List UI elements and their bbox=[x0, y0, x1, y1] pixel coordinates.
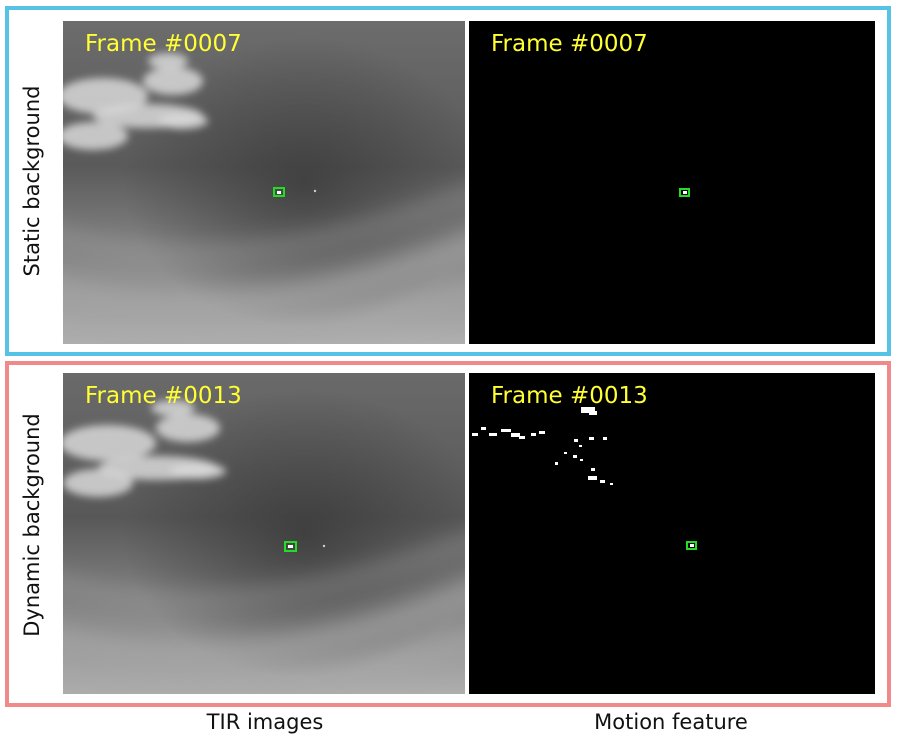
row-label-static: Static background bbox=[20, 85, 44, 277]
motion-feature-dynamic bbox=[469, 373, 875, 694]
tir-image-dynamic bbox=[63, 373, 465, 694]
frame-label-motion-static: Frame #0007 bbox=[491, 31, 648, 57]
column-caption-tir: TIR images bbox=[206, 710, 324, 734]
frame-label-motion-dynamic: Frame #0013 bbox=[491, 383, 648, 409]
frame-label-tir-dynamic: Frame #0013 bbox=[85, 383, 242, 409]
row-label-dynamic: Dynamic background bbox=[20, 413, 44, 637]
dynamic-background-frame bbox=[5, 361, 891, 707]
column-caption-motion: Motion feature bbox=[594, 710, 748, 734]
frame-label-tir-static: Frame #0007 bbox=[85, 31, 242, 57]
tir-image-static bbox=[63, 21, 465, 344]
static-background-frame bbox=[5, 6, 891, 356]
motion-feature-static bbox=[469, 21, 875, 344]
